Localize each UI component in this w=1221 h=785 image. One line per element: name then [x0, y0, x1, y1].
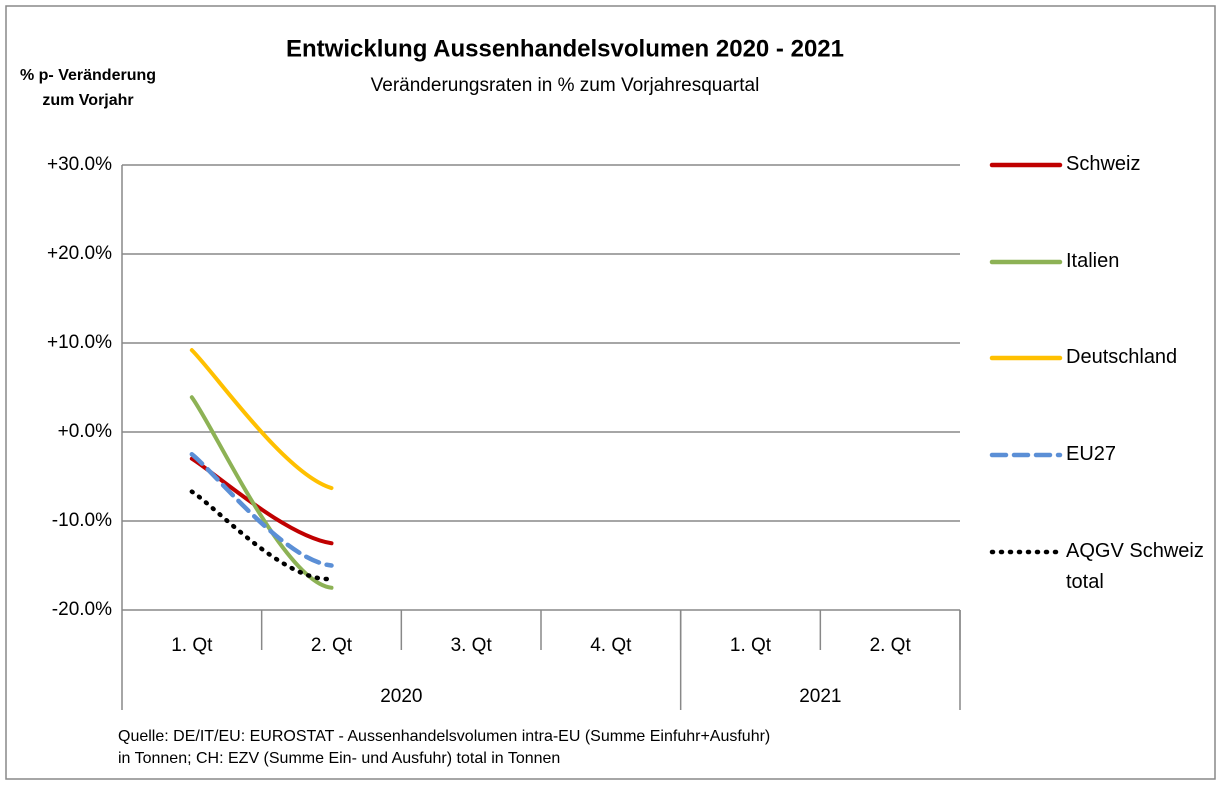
series-line [189, 489, 334, 582]
legend-label: Schweiz [1066, 153, 1141, 175]
x-group-label: 2020 [380, 686, 422, 707]
chart-subtitle: Veränderungsraten in % zum Vorjahresquar… [371, 75, 760, 96]
series-line [189, 348, 334, 491]
frame [5, 5, 1216, 780]
y-tick-label: +30.0% [47, 154, 112, 175]
y-axis-title: zum Vorjahr [42, 92, 133, 109]
y-tick-label: +0.0% [58, 421, 113, 442]
legend-label: Italien [1066, 250, 1120, 272]
x-tick-label: 3. Qt [451, 635, 493, 656]
source-note: in Tonnen; CH: EZV (Summe Ein- und Ausfu… [118, 750, 561, 767]
x-tick-label: 1. Qt [171, 635, 213, 656]
y-tick-label: +20.0% [47, 243, 112, 264]
legend-label: AQGV Schweiz total [1066, 540, 1204, 593]
x-tick-label: 2. Qt [870, 635, 912, 656]
x-group-label: 2021 [799, 686, 841, 707]
legend-label: EU27 [1066, 443, 1117, 465]
y-tick-label: -20.0% [52, 599, 112, 620]
y-axis-title: % p- Veränderung [20, 67, 156, 84]
chart-title: Entwicklung Aussenhandelsvolumen 2020 - … [286, 35, 844, 62]
x-tick-label: 1. Qt [730, 635, 772, 656]
series-line [189, 452, 334, 568]
series-line [189, 395, 334, 590]
x-tick-label: 2. Qt [311, 635, 353, 656]
legend-label: Deutschland [1066, 346, 1178, 368]
x-tick-label: 4. Qt [590, 635, 632, 656]
y-tick-label: -10.0% [52, 510, 112, 531]
source-note: Quelle: DE/IT/EU: EUROSTAT - Aussenhande… [118, 728, 771, 745]
y-tick-label: +10.0% [47, 332, 112, 353]
